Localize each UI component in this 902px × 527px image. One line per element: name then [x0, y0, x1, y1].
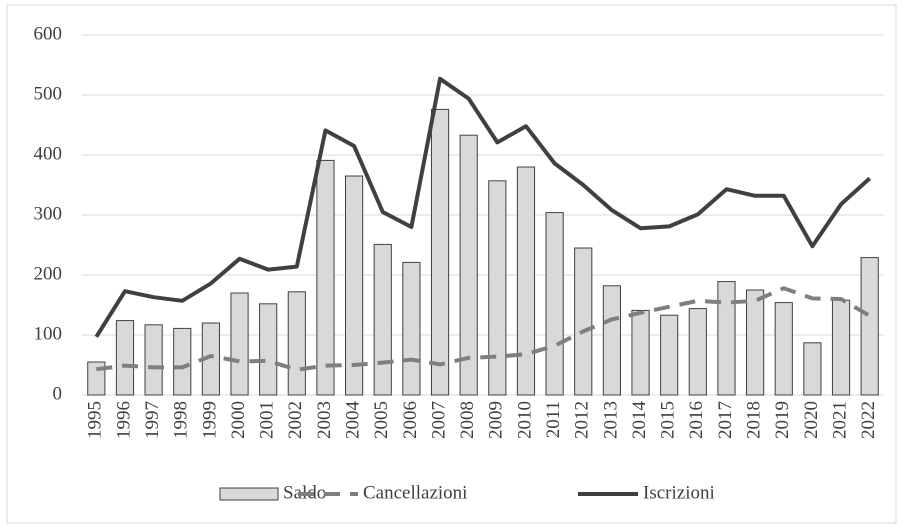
- bar: [316, 159, 335, 396]
- x-tick-label: 2000: [228, 401, 249, 439]
- bar: [402, 261, 421, 396]
- x-tick-label: 2002: [285, 401, 306, 439]
- bar: [287, 291, 306, 396]
- chart-border: [6, 4, 897, 524]
- line: [94, 76, 872, 338]
- bar: [688, 308, 707, 396]
- x-tick-label: 1997: [142, 401, 163, 439]
- y-tick-label: 400: [34, 143, 63, 164]
- bar: [173, 327, 192, 396]
- x-tick-label: 2001: [257, 401, 278, 439]
- bar: [259, 303, 278, 396]
- x-tick-label: 1998: [171, 401, 192, 439]
- y-tick-label: 0: [53, 383, 63, 404]
- x-tick-label: 2013: [600, 401, 621, 439]
- bar: [631, 309, 650, 396]
- x-tick-label: 1995: [85, 401, 106, 439]
- x-tick-label: 2012: [572, 401, 593, 439]
- x-tick-label: 2007: [428, 401, 449, 439]
- legend-label: Iscrizioni: [643, 482, 715, 503]
- line: [96, 286, 871, 372]
- bar: [488, 180, 507, 396]
- x-tick-label: 2014: [629, 401, 650, 440]
- x-tick-label: 2017: [715, 401, 736, 439]
- bar: [430, 108, 450, 396]
- bar: [774, 302, 793, 396]
- x-tick-label: 1996: [113, 401, 134, 439]
- x-tick-label: 2021: [829, 401, 850, 439]
- x-tick-label: 2006: [400, 401, 421, 439]
- x-tick-label: 2016: [686, 401, 707, 439]
- x-tick-label: 2018: [743, 401, 764, 439]
- bar: [230, 292, 249, 396]
- bar: [602, 285, 621, 396]
- bar: [459, 134, 478, 396]
- bar: [516, 166, 536, 396]
- bar: [717, 281, 736, 396]
- bar: [660, 314, 679, 396]
- bar: [373, 243, 392, 396]
- bar: [746, 289, 765, 396]
- y-tick-label: 300: [34, 203, 63, 224]
- bar: [345, 175, 364, 396]
- x-tick-label: 2015: [658, 401, 679, 439]
- x-tick-label: 1999: [199, 401, 220, 439]
- bar: [144, 324, 163, 396]
- bar: [574, 247, 593, 396]
- x-tick-label: 2005: [371, 401, 392, 439]
- bar: [115, 320, 135, 396]
- x-tick-label: 2004: [342, 401, 363, 440]
- y-tick-label: 200: [34, 263, 63, 284]
- y-tick-label: 500: [34, 83, 63, 104]
- bar: [860, 257, 879, 396]
- y-tick-label: 100: [34, 323, 63, 344]
- x-tick-label: 2020: [801, 401, 822, 439]
- bar: [803, 342, 822, 396]
- bar: [545, 212, 564, 396]
- x-tick-label: 2003: [314, 401, 335, 439]
- bar: [831, 299, 851, 396]
- x-tick-label: 2009: [486, 401, 507, 439]
- x-tick-label: 2019: [772, 401, 793, 439]
- y-tick-label: 600: [34, 23, 63, 44]
- legend-swatch: [219, 487, 279, 501]
- x-tick-label: 2010: [514, 401, 535, 439]
- x-tick-label: 2011: [543, 401, 564, 438]
- legend-label: Cancellazioni: [363, 482, 467, 503]
- x-tick-label: 2022: [858, 401, 879, 439]
- x-tick-label: 2008: [457, 401, 478, 439]
